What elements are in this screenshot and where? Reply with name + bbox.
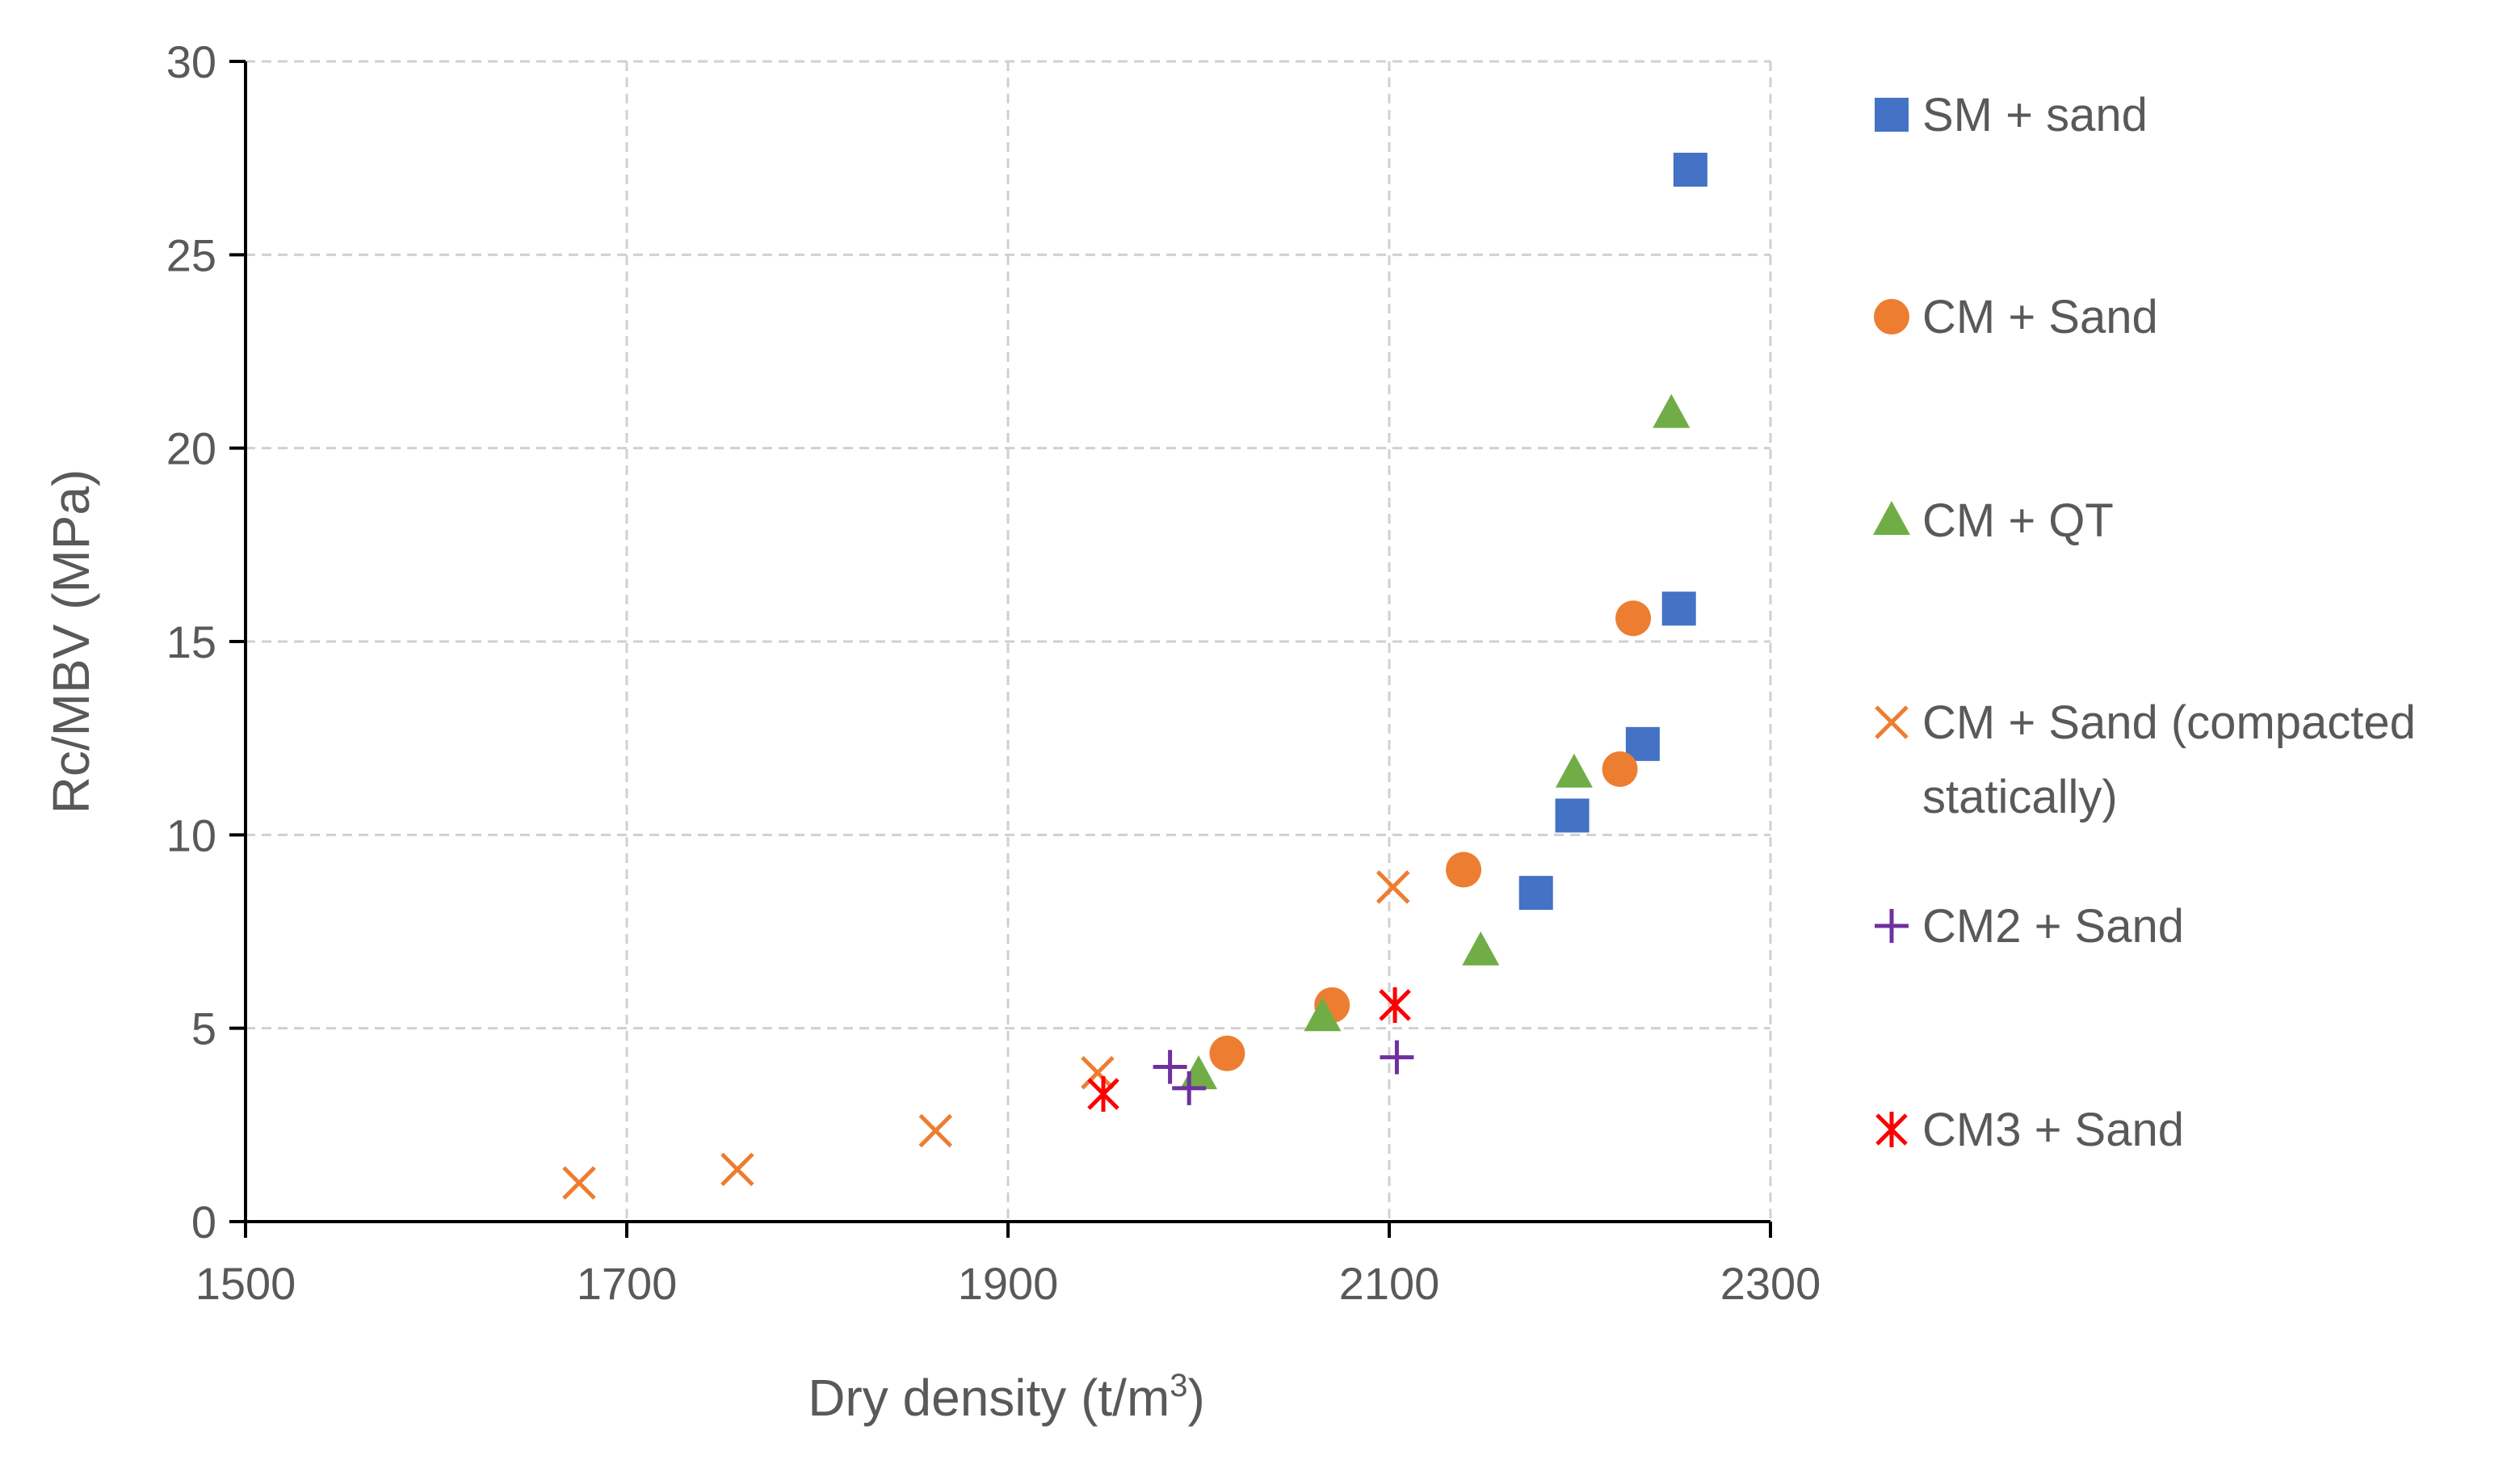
x-tick-label: 1900 — [958, 1258, 1059, 1309]
x-axis-label: Dry density (t/m3) — [808, 1368, 1205, 1427]
legend-marker-sm-sand — [1875, 98, 1909, 132]
data-point-cm2-sand — [1172, 1071, 1207, 1105]
data-point-cm-qt — [1462, 931, 1500, 965]
data-point-sm-sand — [1673, 153, 1707, 187]
legend-label-cm-sand: CM + Sand — [1922, 291, 2158, 343]
data-point-cm-sand-compacted-statically — [1081, 1055, 1115, 1090]
y-tick-label: 30 — [166, 36, 216, 87]
data-points — [562, 153, 1707, 1200]
data-point-cm-qt — [1555, 753, 1593, 788]
data-point-cm3-sand — [1379, 987, 1411, 1023]
y-tick-label: 15 — [166, 616, 216, 667]
legend-marker-cm3-sand — [1875, 1112, 1908, 1147]
legend-label-cm-sand-compacted-statically: CM + Sand (compacted — [1922, 696, 2416, 749]
y-tick-label: 20 — [166, 423, 216, 474]
y-tick-label: 5 — [191, 1003, 216, 1054]
data-point-cm2-sand — [1380, 1040, 1414, 1075]
data-point-cm-sand-compacted-statically — [918, 1113, 953, 1148]
legend-marker-cm-qt — [1873, 501, 1910, 535]
data-point-cm-qt — [1304, 997, 1342, 1032]
data-point-sm-sand — [1661, 591, 1696, 626]
data-point-cm3-sand — [1087, 1076, 1119, 1113]
data-point-cm-sand — [1209, 1035, 1245, 1071]
data-point-cm-sand — [1615, 600, 1652, 637]
legend-marker-cm2-sand — [1875, 909, 1909, 943]
data-point-cm-sand-compacted-statically — [562, 1166, 596, 1200]
legend-label-cm2-sand: CM2 + Sand — [1922, 900, 2184, 953]
data-point-cm-sand — [1446, 852, 1482, 888]
gridlines — [246, 60, 1772, 1222]
data-point-cm-sand — [1602, 751, 1638, 787]
x-tick-label: 1700 — [577, 1258, 678, 1309]
data-point-sm-sand — [1555, 798, 1590, 833]
y-tick-label: 10 — [166, 810, 216, 860]
x-tick-label: 2300 — [1720, 1258, 1821, 1309]
legend-label-cm-sand-compacted-statically: statically) — [1922, 771, 2118, 823]
legend-label-cm3-sand: CM3 + Sand — [1922, 1104, 2184, 1156]
data-point-sm-sand — [1518, 876, 1553, 911]
x-tick-label: 1500 — [195, 1258, 296, 1309]
x-tick-label: 2100 — [1339, 1258, 1440, 1309]
legend-label-cm-qt: CM + QT — [1922, 494, 2114, 547]
data-point-cm-qt — [1653, 393, 1690, 428]
legend-label-sm-sand: SM + sand — [1922, 89, 2148, 141]
data-point-cm2-sand — [1153, 1050, 1187, 1084]
y-axis-label: Rc/MBV (MPa) — [42, 469, 100, 814]
data-point-cm-sand-compacted-statically — [720, 1152, 754, 1187]
legend-marker-cm-sand-compacted-statically — [1875, 705, 1909, 739]
legend: SM + sand CM + Sand CM + QT CM + Sand (comp… — [1873, 89, 2416, 1156]
y-tick-label: 25 — [166, 229, 216, 280]
data-point-cm-sand-compacted-statically — [1376, 870, 1410, 904]
y-tick-label: 0 — [191, 1197, 216, 1247]
legend-marker-cm-sand — [1874, 299, 1909, 334]
tick-labels: 0 5 10 15 20 25 30 1500 1700 1900 2100 2300 — [166, 36, 1821, 1309]
axes — [229, 60, 1772, 1238]
data-point-sm-sand — [1625, 726, 1660, 761]
